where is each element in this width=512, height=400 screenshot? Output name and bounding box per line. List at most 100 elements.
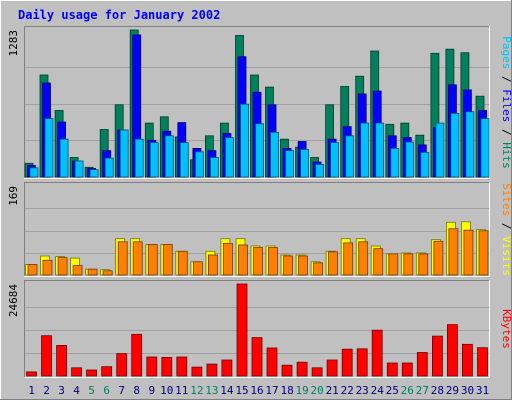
- bar-kbytes-day-27: [416, 352, 428, 377]
- bar-pages-day-3: [59, 138, 69, 178]
- panel-ymax-label: 169: [7, 186, 20, 206]
- bar-kbytes-day-16: [251, 337, 263, 377]
- bar-kbytes-day-28: [431, 335, 443, 377]
- bar-pages-day-1: [29, 167, 39, 178]
- legend-separator: /: [500, 122, 512, 142]
- bar-pages-day-4: [74, 160, 84, 178]
- bar-pages-day-6: [104, 157, 114, 178]
- bar-kbytes-day-8: [131, 333, 143, 377]
- bar-kbytes-day-20: [311, 367, 323, 377]
- bar-sites-day-17: [268, 247, 278, 276]
- bar-sites-day-27: [418, 253, 429, 276]
- bar-pages-day-2: [44, 118, 54, 178]
- day-label-25: 25: [386, 384, 399, 397]
- day-label-12: 12: [190, 384, 203, 397]
- bar-sites-day-3: [57, 257, 68, 276]
- day-label-26: 26: [401, 384, 414, 397]
- day-label-7: 7: [118, 384, 125, 397]
- day-label-6: 6: [103, 384, 110, 397]
- day-label-30: 30: [461, 384, 474, 397]
- bar-pages-day-19: [300, 149, 310, 178]
- panel-kbytes: 24684 KBytes: [7, 280, 512, 378]
- day-axis-labels: 1 2 3 4 5 6 7 8 9 10 11 12 13 14 15 16 17 18 19 20 21 22 23 24 2…: [28, 384, 489, 397]
- bar-sites-day-11: [177, 250, 188, 276]
- bar-pages-day-17: [270, 131, 279, 178]
- bar-kbytes-day-12: [191, 366, 203, 377]
- bar-pages-day-8: [134, 138, 144, 178]
- panel-legend: Pages / Files / Hits: [500, 36, 512, 169]
- day-label-16: 16: [250, 384, 263, 397]
- bar-pages-day-5: [89, 169, 99, 178]
- legend-kbytes: KBytes: [500, 309, 512, 349]
- bar-pages-day-7: [119, 129, 129, 178]
- bar-kbytes-day-4: [71, 367, 82, 377]
- bar-kbytes-day-23: [356, 348, 368, 377]
- bar-pages-day-10: [164, 135, 174, 178]
- bar-pages-day-11: [179, 142, 189, 178]
- bar-kbytes-day-5: [86, 369, 97, 377]
- bar-pages-day-20: [315, 163, 325, 178]
- bar-sites-day-19: [298, 255, 309, 276]
- bar-sites-day-12: [192, 261, 203, 276]
- panel-sites-visits: 169 Sites / Visits: [7, 182, 512, 277]
- bar-pages-day-15: [240, 103, 249, 178]
- bar-sites-day-21: [328, 251, 339, 276]
- bar-sites-day-4: [72, 265, 83, 276]
- day-label-13: 13: [205, 384, 218, 397]
- day-label-18: 18: [280, 384, 293, 397]
- bar-kbytes-day-3: [56, 344, 67, 377]
- bar-kbytes-day-17: [266, 347, 278, 377]
- bar-pages-day-31: [480, 118, 490, 178]
- bar-sites-day-5: [87, 268, 98, 276]
- bar-kbytes-day-18: [281, 364, 293, 377]
- day-label-19: 19: [295, 384, 308, 397]
- day-label-8: 8: [133, 384, 140, 397]
- bar-kbytes-day-26: [401, 362, 413, 377]
- bar-sites-day-16: [253, 247, 263, 276]
- bar-sites-day-31: [478, 230, 489, 276]
- bar-kbytes-day-7: [116, 353, 128, 377]
- day-label-24: 24: [371, 384, 385, 397]
- legend-hits: Hits: [500, 142, 512, 169]
- day-label-28: 28: [431, 384, 444, 397]
- bar-sites-day-13: [207, 254, 218, 276]
- legend-files: Files: [500, 89, 512, 122]
- day-label-15: 15: [235, 384, 248, 397]
- bar-sites-day-6: [102, 270, 113, 276]
- day-label-29: 29: [446, 384, 459, 397]
- bar-pages-day-12: [194, 151, 204, 178]
- bar-kbytes-day-30: [461, 343, 473, 377]
- legend-separator: /: [500, 69, 512, 89]
- bar-kbytes-day-24: [371, 329, 383, 377]
- bar-kbytes-day-11: [176, 356, 188, 377]
- bar-pages-day-23: [360, 122, 370, 178]
- bar-kbytes-day-9: [146, 356, 158, 377]
- bar-pages-day-25: [390, 147, 400, 178]
- bar-sites-day-2: [42, 259, 53, 276]
- bar-pages-day-30: [465, 111, 475, 178]
- bar-pages-day-21: [330, 142, 340, 178]
- bar-pages-day-26: [405, 141, 415, 178]
- bar-sites-day-25: [388, 253, 399, 276]
- bar-sites-day-20: [313, 262, 324, 276]
- day-label-4: 4: [73, 384, 80, 397]
- bar-kbytes-day-21: [326, 359, 338, 377]
- day-label-14: 14: [220, 384, 234, 397]
- bar-sites-day-14: [222, 242, 233, 276]
- bar-kbytes-day-29: [446, 324, 458, 377]
- bar-kbytes-day-1: [26, 371, 37, 377]
- day-label-20: 20: [310, 384, 323, 397]
- bar-sites-day-23: [358, 241, 369, 276]
- bar-sites-day-26: [403, 253, 414, 276]
- legend-visits: Visits: [500, 236, 512, 276]
- bar-kbytes-day-2: [41, 335, 52, 377]
- bar-sites-day-10: [162, 244, 173, 276]
- bar-sites-day-7: [117, 241, 128, 276]
- panel-legend: Sites / Visits: [500, 183, 512, 276]
- chart-panels: 1283 Pages / Files / Hits 169 Sites / Visit…: [7, 26, 512, 378]
- bar-sites-day-8: [132, 241, 143, 276]
- bar-pages-day-29: [450, 113, 460, 178]
- day-label-31: 31: [476, 384, 489, 397]
- day-label-2: 2: [43, 384, 50, 397]
